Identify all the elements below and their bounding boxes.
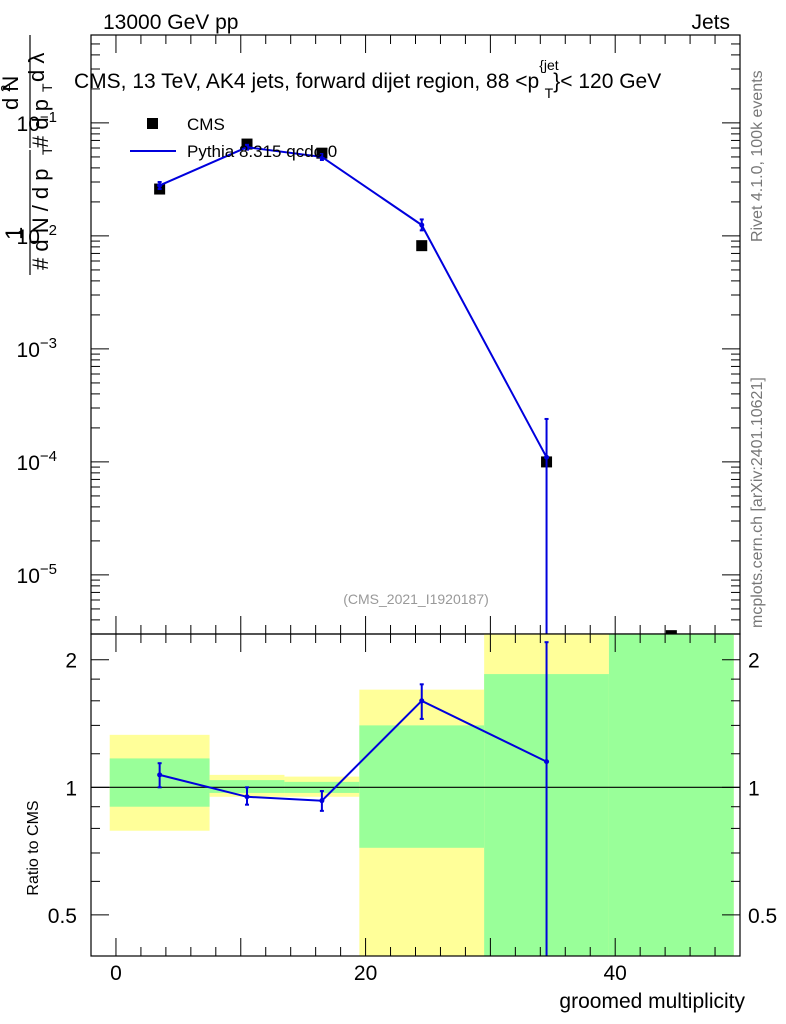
legend-cms-marker [147,118,158,129]
title-sup: {jet [539,57,559,73]
ratio-point [157,772,163,778]
y-tick-label: 10−4 [17,448,57,475]
cms-point [416,240,428,252]
y-label-one: 1 [1,227,28,240]
x-tick-label: 0 [110,962,122,985]
ratio-plot-area [91,634,740,956]
y-tick-label: 10−3 [17,335,57,362]
y-label-part-2: # d p [28,99,53,148]
legend-cms-label: CMS [187,115,225,134]
y-label-part-4: d N [0,76,23,110]
chart-title: CMS, 13 TeV, AK4 jets, forward dijet reg… [74,57,661,101]
mcplots-label: mcplots.cern.ch [arXiv:2401.10621] [749,377,766,628]
x-axis-label: groomed multiplicity [559,990,745,1013]
ratio-point [544,759,550,765]
pythia-point [319,154,325,160]
y-tick-label: 10−1 [17,109,57,136]
legend-pythia-label: Pythia 8.315 qcdcr0 [187,142,337,161]
pythia-point [419,222,425,228]
pythia-point [544,454,550,460]
ratio-axes: 0.5 0.51 12 20 20 40 [48,633,777,985]
x-tick-label: 40 [604,962,627,985]
ratio-y-tick-label-right: 1 [748,777,760,800]
analysis-tag: (CMS_2021_I1920187) [343,591,489,607]
uncertainty-band-green [608,634,734,956]
title-post: }< 120 GeV [553,70,661,93]
ratio-point [319,798,325,804]
main-plot-area [154,138,677,642]
pythia-line [159,146,548,458]
category-label: Jets [691,11,730,34]
y-label-sub-1: T [39,146,55,155]
x-tick-label: 20 [354,962,377,985]
ratio-point [419,698,425,704]
pythia-point [244,144,250,150]
ratio-y-axis-label: Ratio to CMS [25,800,42,895]
ratio-y-tick-label-right: 0.5 [748,905,777,928]
legend: CMS Pythia 8.315 qcdcr0 [130,115,337,161]
ratio-y-tick-label-left: 0.5 [48,905,77,928]
y-tick-label: 10−5 [17,561,57,588]
energy-label: 13000 GeV pp [103,11,238,34]
ratio-y-tick-label-right: 2 [748,650,760,673]
y-label-sub-2: T [39,83,55,92]
ratio-point [244,794,250,800]
main-y-axis-label: # d N / d p T 1 # d p T d λ d N 2 [0,35,55,275]
y-label-sup: 2 [0,85,13,92]
y-tick-label: 10−2 [17,222,57,249]
y-label-part-3: d λ [24,53,49,82]
title-sub: T [545,85,554,101]
rivet-label: Rivet 4.1.0, 100k events [749,70,766,242]
pythia-point [157,182,163,188]
title-pre: CMS, 13 TeV, AK4 jets, forward dijet reg… [74,70,539,93]
main-axes: 10−1 10−2 10−3 10−4 10−5 [17,34,741,635]
ratio-y-tick-label-left: 2 [65,650,77,673]
y-label-part-1: # d N / d p [28,168,53,270]
ratio-y-tick-label-left: 1 [65,777,77,800]
uncertainty-band-green [359,725,485,848]
